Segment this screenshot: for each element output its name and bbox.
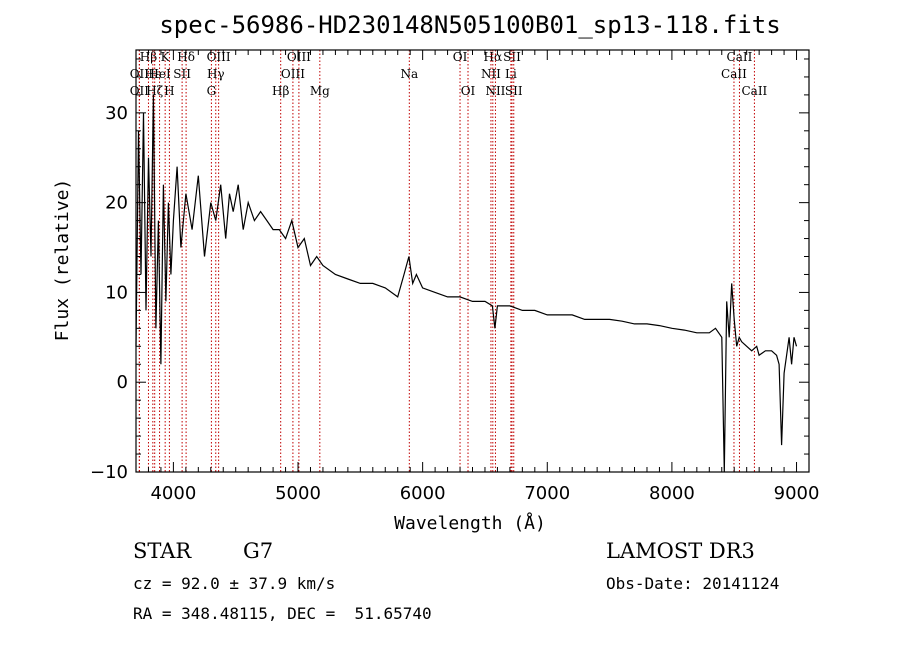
line-marker-label: CaII: [741, 84, 767, 98]
line-marker-label: H: [164, 84, 174, 98]
line-marker-label: OIII: [207, 50, 231, 64]
x-tick-label: 5000: [275, 483, 321, 504]
line-marker-label: OII: [130, 84, 150, 98]
line-marker-label: OI: [453, 50, 468, 64]
line-marker-label: Li: [505, 67, 517, 81]
line-marker-label: SII: [173, 67, 191, 81]
line-marker-label: Hε: [144, 67, 161, 81]
chart-title: spec-56986-HD230148N505100B01_sp13-118.f…: [159, 11, 780, 39]
y-axis-label: Flux (relative): [52, 179, 73, 342]
line-marker-label: CaII: [721, 67, 747, 81]
coordinates-readout: RA = 348.48115, DEC = 51.65740: [133, 604, 432, 623]
axis-frame: [135, 49, 810, 473]
survey-name: LAMOST DR3: [606, 539, 755, 563]
line-marker-label: SII: [505, 84, 523, 98]
line-marker-label: SII: [503, 50, 521, 64]
plot-frame: [135, 49, 810, 473]
x-tick-label: 6000: [400, 483, 446, 504]
y-tick-label: 30: [105, 103, 128, 124]
x-axis-label: Wavelength (Å): [394, 512, 546, 534]
line-marker-label: NII: [485, 84, 505, 98]
obs-date: Obs-Date: 20141124: [606, 574, 780, 593]
spectrum-line: [135, 94, 798, 473]
object-class: STAR: [133, 539, 192, 563]
x-tick-label: 8000: [649, 483, 695, 504]
line-marker-label: Hζ: [146, 84, 163, 98]
line-marker-label: Hβ: [272, 84, 289, 98]
y-tick-label: 20: [105, 193, 128, 214]
line-marker-label: G: [207, 84, 217, 98]
line-marker-label: OIII: [281, 67, 305, 81]
line-marker-label: Hα: [484, 50, 503, 64]
subclass: G7: [243, 539, 274, 563]
line-marker-label: NII: [481, 67, 501, 81]
x-tick-label: 7000: [524, 483, 570, 504]
x-tick-label: 4000: [150, 483, 196, 504]
line-marker-label: HeI: [148, 67, 171, 81]
y-tick-label: 10: [105, 282, 128, 303]
line-marker-label: Mg: [310, 84, 330, 98]
line-marker-label: OII: [130, 67, 150, 81]
x-tick-label: 9000: [774, 483, 820, 504]
line-marker-label: Hγ: [207, 67, 225, 81]
line-marker-label: CaII: [727, 50, 753, 64]
line-marker-label: OIII: [287, 50, 311, 64]
velocity-readout: cz = 92.0 ± 37.9 km/s: [133, 574, 336, 593]
line-marker-label: Na: [400, 67, 418, 81]
line-marker-label: K: [161, 50, 171, 64]
tick-layer: 4000 5000 6000 7000 8000 9000 −10 0 10 20 30: [90, 50, 819, 504]
y-tick-label: −10: [90, 462, 128, 483]
y-tick-label: 0: [117, 372, 128, 393]
line-marker-label: OI: [461, 84, 476, 98]
